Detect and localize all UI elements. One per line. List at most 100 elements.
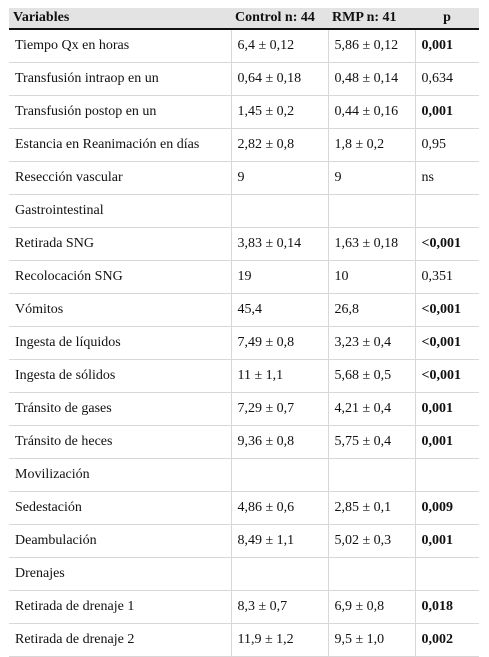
cell-variable: Retirada de drenaje 2 <box>9 623 232 657</box>
cell-rmp: 1,8 ± 0,2 <box>328 128 416 162</box>
cell-p <box>415 557 479 591</box>
cell-p: 0,009 <box>415 491 479 525</box>
cell-control: 45,4 <box>231 293 329 327</box>
cell-variable: Tiempo Qx en horas <box>9 29 232 63</box>
cell-rmp: 5,86 ± 0,12 <box>328 29 416 63</box>
table-row: Ingesta de sólidos 11 ± 1,1 5,68 ± 0,5 <0,0… <box>9 359 479 393</box>
cell-p: 0,002 <box>415 623 479 657</box>
table-row: Retirada SNG 3,83 ± 0,14 1,63 ± 0,18 <0,001 <box>9 227 479 261</box>
cell-control: 19 <box>231 260 329 294</box>
cell-control: 9,36 ± 0,8 <box>231 425 329 459</box>
cell-variable: Sedestación <box>9 491 232 525</box>
cell-control: 6,4 ± 0,12 <box>231 29 329 63</box>
cell-variable: Deambulación <box>9 524 232 558</box>
cell-rmp <box>328 194 416 228</box>
cell-p: ns <box>415 161 479 195</box>
table-row: Resección vascular 9 9 ns <box>9 161 479 195</box>
cell-p: 0,001 <box>415 29 479 63</box>
cell-rmp: 6,9 ± 0,8 <box>328 590 416 624</box>
cell-rmp: 0,44 ± 0,16 <box>328 95 416 129</box>
cell-p: 0,95 <box>415 128 479 162</box>
cell-variable: Resección vascular <box>9 161 232 195</box>
cell-p: <0,001 <box>415 227 479 261</box>
table-row: Vómitos 45,4 26,8 <0,001 <box>9 293 479 327</box>
header-control: Control n: 44 <box>231 8 328 30</box>
cell-variable: Tránsito de heces <box>9 425 232 459</box>
table-row: Transfusión postop en un 1,45 ± 0,2 0,44 ±… <box>9 95 479 129</box>
cell-variable: Transfusión postop en un <box>9 95 232 129</box>
cell-control: 2,82 ± 0,8 <box>231 128 329 162</box>
table-row: Recolocación SNG 19 10 0,351 <box>9 260 479 294</box>
cell-p: <0,001 <box>415 359 479 393</box>
table-row: Ingesta de líquidos 7,49 ± 0,8 3,23 ± 0,4 <… <box>9 326 479 360</box>
cell-control <box>231 557 329 591</box>
cell-rmp <box>328 557 416 591</box>
cell-control <box>231 458 329 492</box>
cell-variable: Ingesta de sólidos <box>9 359 232 393</box>
table-row: Tránsito de gases 7,29 ± 0,7 4,21 ± 0,4 0,0… <box>9 392 479 426</box>
cell-p: 0,001 <box>415 392 479 426</box>
cell-rmp: 10 <box>328 260 416 294</box>
cell-variable: Ingesta de líquidos <box>9 326 232 360</box>
results-table: Variables Control n: 44 RMP n: 41 p Tiem… <box>9 8 479 657</box>
table-row: Drenajes <box>9 557 479 591</box>
cell-rmp: 2,85 ± 0,1 <box>328 491 416 525</box>
cell-variable: Transfusión intraop en un <box>9 62 232 96</box>
cell-variable: Drenajes <box>9 557 232 591</box>
cell-control: 9 <box>231 161 329 195</box>
cell-rmp: 9,5 ± 1,0 <box>328 623 416 657</box>
cell-variable: Vómitos <box>9 293 232 327</box>
cell-control: 0,64 ± 0,18 <box>231 62 329 96</box>
cell-p: <0,001 <box>415 326 479 360</box>
cell-p: 0,001 <box>415 425 479 459</box>
cell-rmp <box>328 458 416 492</box>
cell-control <box>231 194 329 228</box>
cell-variable: Gastrointestinal <box>9 194 232 228</box>
table-row: Tránsito de heces 9,36 ± 0,8 5,75 ± 0,4 0,0… <box>9 425 479 459</box>
cell-variable: Tránsito de gases <box>9 392 232 426</box>
header-row: Variables Control n: 44 RMP n: 41 p <box>9 8 479 30</box>
cell-p: <0,001 <box>415 293 479 327</box>
table-body: Tiempo Qx en horas 6,4 ± 0,12 5,86 ± 0,12 0… <box>9 29 479 657</box>
table-row: Retirada de drenaje 1 8,3 ± 0,7 6,9 ± 0,8 0… <box>9 590 479 624</box>
table-row: Transfusión intraop en un 0,64 ± 0,18 0,48… <box>9 62 479 96</box>
results-table-container: Variables Control n: 44 RMP n: 41 p Tiem… <box>9 8 489 657</box>
table-row: Movilización <box>9 458 479 492</box>
cell-rmp: 3,23 ± 0,4 <box>328 326 416 360</box>
cell-variable: Retirada de drenaje 1 <box>9 590 232 624</box>
cell-variable: Movilización <box>9 458 232 492</box>
table-header: Variables Control n: 44 RMP n: 41 p <box>9 8 479 30</box>
cell-rmp: 5,75 ± 0,4 <box>328 425 416 459</box>
table-row: Tiempo Qx en horas 6,4 ± 0,12 5,86 ± 0,12 0… <box>9 29 479 63</box>
header-variables: Variables <box>9 8 231 30</box>
cell-control: 3,83 ± 0,14 <box>231 227 329 261</box>
header-p: p <box>415 8 479 30</box>
cell-variable: Estancia en Reanimación en días <box>9 128 232 162</box>
cell-rmp: 0,48 ± 0,14 <box>328 62 416 96</box>
cell-rmp: 1,63 ± 0,18 <box>328 227 416 261</box>
cell-control: 8,3 ± 0,7 <box>231 590 329 624</box>
cell-p: 0,634 <box>415 62 479 96</box>
cell-control: 11,9 ± 1,2 <box>231 623 329 657</box>
cell-rmp: 4,21 ± 0,4 <box>328 392 416 426</box>
cell-p: 0,001 <box>415 524 479 558</box>
cell-variable: Recolocación SNG <box>9 260 232 294</box>
cell-p <box>415 458 479 492</box>
cell-rmp: 9 <box>328 161 416 195</box>
cell-control: 8,49 ± 1,1 <box>231 524 329 558</box>
table-row: Estancia en Reanimación en días 2,82 ± 0,… <box>9 128 479 162</box>
cell-p <box>415 194 479 228</box>
cell-control: 11 ± 1,1 <box>231 359 329 393</box>
cell-variable: Retirada SNG <box>9 227 232 261</box>
table-row: Deambulación 8,49 ± 1,1 5,02 ± 0,3 0,001 <box>9 524 479 558</box>
cell-control: 7,29 ± 0,7 <box>231 392 329 426</box>
header-rmp: RMP n: 41 <box>328 8 415 30</box>
cell-control: 7,49 ± 0,8 <box>231 326 329 360</box>
cell-rmp: 5,68 ± 0,5 <box>328 359 416 393</box>
cell-control: 4,86 ± 0,6 <box>231 491 329 525</box>
table-row: Gastrointestinal <box>9 194 479 228</box>
cell-p: 0,001 <box>415 95 479 129</box>
cell-p: 0,351 <box>415 260 479 294</box>
cell-rmp: 5,02 ± 0,3 <box>328 524 416 558</box>
table-row: Sedestación 4,86 ± 0,6 2,85 ± 0,1 0,009 <box>9 491 479 525</box>
